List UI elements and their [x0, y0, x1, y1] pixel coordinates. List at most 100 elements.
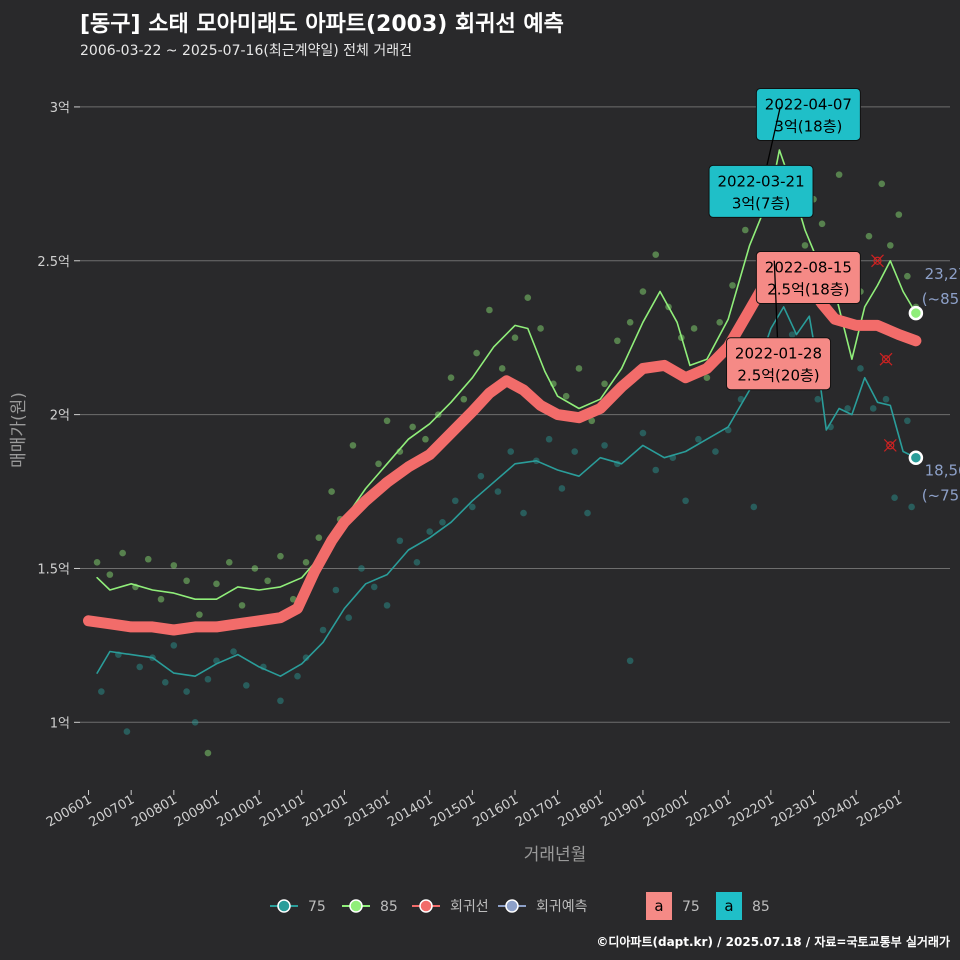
- x-tick-label: 200701: [87, 792, 137, 830]
- scatter-point-s85: [302, 559, 310, 566]
- scatter-point-s85: [652, 251, 660, 258]
- scatter-point-s75: [639, 429, 647, 437]
- scatter-point-s85: [238, 602, 246, 609]
- y-tick-label: 2.5억: [37, 255, 70, 270]
- series-line-s75: [96, 306, 917, 678]
- scatter-point-s85: [865, 232, 873, 240]
- legend-label: 85: [380, 899, 398, 915]
- scatter-point-s85: [801, 242, 809, 249]
- x-tick-label: 202201: [726, 792, 776, 830]
- scatter-point-s75: [869, 405, 877, 412]
- x-tick-label: 201901: [598, 792, 648, 830]
- scatter-point-s75: [558, 485, 566, 492]
- footer-credit: ©디아파트(dapt.kr) / 2025.07.18 / 자료=국토교통부 실…: [596, 935, 950, 949]
- scatter-point-s75: [571, 448, 579, 455]
- annotation-box: [755, 87, 861, 141]
- scatter-point-s85: [716, 319, 724, 326]
- scatter-point-s75: [882, 395, 890, 403]
- scatter-point-s85: [409, 423, 416, 431]
- legend-label: 85: [752, 899, 770, 915]
- scatter-point-s85: [422, 435, 429, 443]
- scatter-point-s75: [302, 654, 310, 661]
- cross-marker-x: [871, 254, 884, 268]
- y-tick-label: 1억: [50, 716, 70, 731]
- legend-key-dot: [419, 899, 433, 913]
- annotation-price: 3억(18층): [774, 117, 842, 135]
- scatter-point-s75: [413, 559, 421, 566]
- legend-label: 75: [308, 899, 326, 915]
- scatter-point-s85: [575, 365, 583, 372]
- scatter-point-s85: [741, 226, 749, 234]
- x-tick-label: 202101: [684, 792, 734, 830]
- scatter-point-s85: [601, 380, 608, 388]
- x-tick-label: 201201: [300, 792, 350, 830]
- scatter-point-s75: [123, 728, 131, 735]
- x-tick-label: 201601: [471, 792, 521, 830]
- scatter-point-s85: [170, 562, 178, 569]
- x-tick-label: 201101: [257, 792, 307, 830]
- legend-label: 75: [682, 899, 700, 915]
- x-tick-label: 202001: [641, 792, 691, 830]
- x-tick-label: 201401: [385, 792, 435, 830]
- marker-layer: 23,271 (~85㎡) 18,560 (~75㎡): [871, 254, 960, 505]
- x-tick-label: 201001: [215, 792, 265, 830]
- scatter-point-s85: [835, 171, 843, 178]
- annotation-price: 2.5억(18층): [767, 281, 849, 299]
- legend-key-dot: [505, 899, 519, 913]
- scatter-point-s85: [93, 559, 101, 566]
- annotation-box: [708, 164, 814, 218]
- x-tick-label: 200801: [129, 792, 179, 830]
- scatter-point-s75: [750, 503, 758, 511]
- x-tick-label: 201801: [556, 792, 606, 830]
- scatter-point-s75: [319, 626, 327, 634]
- scatter-point-s85: [895, 211, 903, 218]
- scatter-point-s75: [908, 503, 915, 511]
- scatter-point-s75: [439, 519, 446, 526]
- end-point-s75: [908, 450, 924, 465]
- scatter-point-s75: [584, 509, 591, 517]
- scatter-point-s75: [469, 503, 476, 511]
- scatter-point-s75: [294, 672, 301, 680]
- scatter-point-s75: [383, 602, 391, 609]
- end-value-label: 18,560: [925, 462, 960, 480]
- cross-marker-x: [883, 438, 897, 452]
- scatter-point-s75: [545, 435, 553, 443]
- scatter-point-s75: [191, 719, 199, 726]
- scatter-point-s75: [332, 586, 340, 594]
- series-line-s85: [96, 149, 917, 601]
- scatter-point-s75: [370, 583, 378, 591]
- scatter-point-s85: [349, 442, 357, 449]
- cross-marker: [873, 256, 882, 265]
- annotation-box: [726, 337, 832, 391]
- scatter-point-s75: [891, 494, 898, 501]
- series-line-regression: [83, 252, 922, 636]
- x-tick-label: 201701: [513, 792, 563, 830]
- scatter-point-s85: [729, 282, 736, 289]
- scatter-point-s85: [289, 595, 297, 603]
- x-tick-label: 201501: [428, 792, 478, 830]
- scatter-point-s75: [601, 442, 608, 449]
- end-point-s85: [908, 305, 924, 321]
- scatter-point-s85: [225, 559, 233, 566]
- scatter-point-s75: [844, 405, 851, 412]
- scatter-point-s85: [447, 374, 455, 381]
- scatter-point-s85: [614, 337, 621, 345]
- scatter-point-s75: [477, 472, 485, 480]
- series-lines: [83, 149, 922, 678]
- legend-key-box: [646, 892, 672, 920]
- chart-title: [동구] 소태 모아미래도 아파트(2003) 회귀선 예측: [80, 12, 564, 37]
- scatter-point-s75: [277, 697, 284, 705]
- scatter-point-s75: [136, 663, 144, 671]
- scatter-point-s85: [588, 417, 596, 425]
- scatter-point-s85: [537, 325, 544, 332]
- legend-key-box: [716, 892, 742, 920]
- scatter-point-s85: [204, 749, 212, 757]
- y-tick-label: 1.5억: [37, 562, 70, 577]
- scatter-point-s85: [375, 460, 382, 468]
- scatter-point-s85: [460, 395, 468, 403]
- scatter-point-s85: [251, 565, 259, 572]
- scatter-point-s75: [451, 497, 459, 505]
- x-tick-label: 201301: [343, 792, 393, 830]
- x-tick-label: 200901: [172, 792, 222, 830]
- legend-key-glyph: a: [654, 897, 663, 915]
